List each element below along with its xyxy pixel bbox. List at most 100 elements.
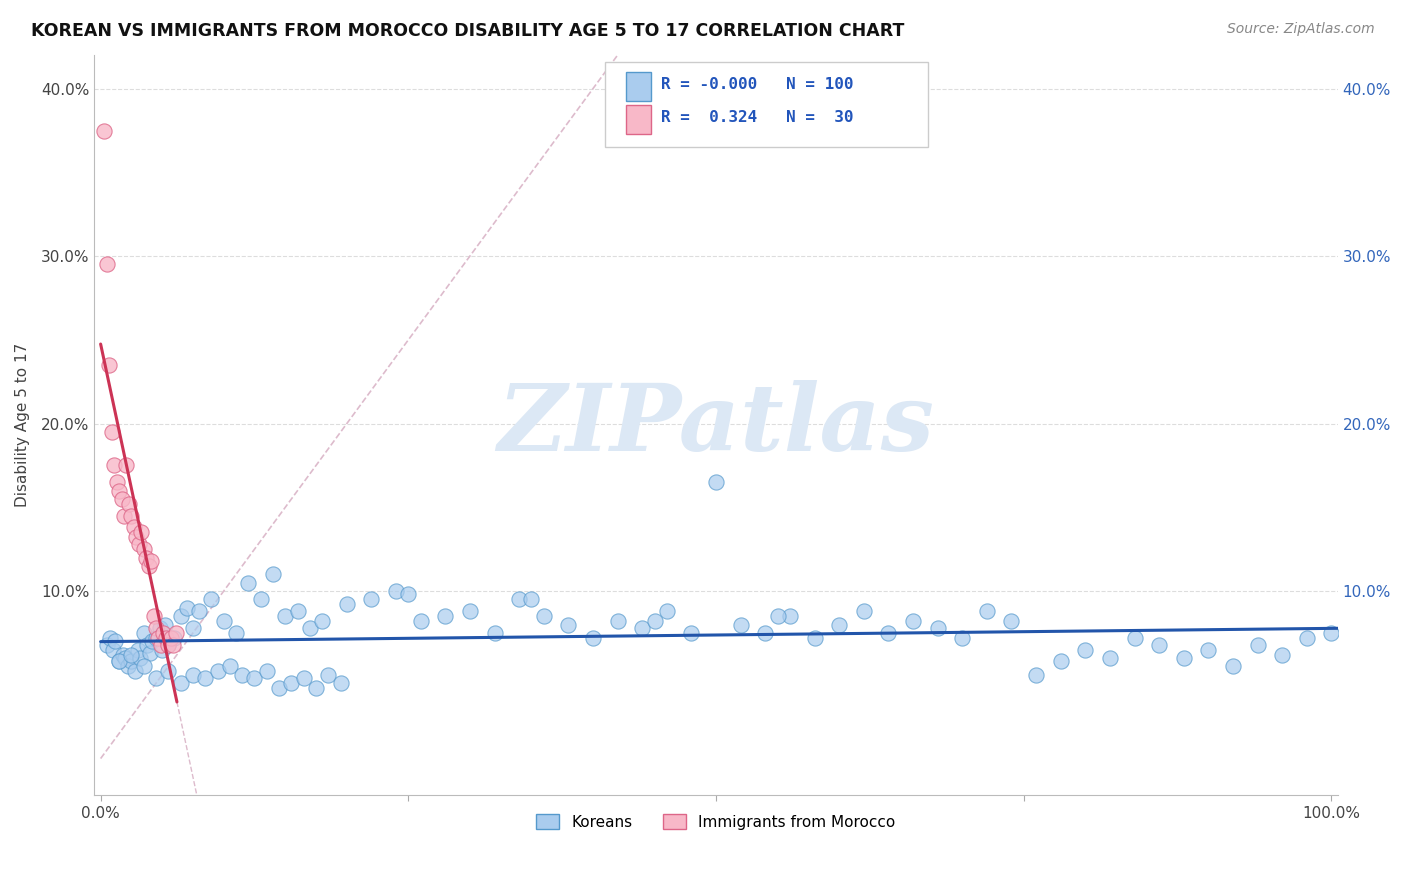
Point: [852, 604, 875, 618]
Point: [409, 614, 432, 628]
Point: [434, 609, 457, 624]
Point: [1147, 638, 1170, 652]
Point: [730, 617, 752, 632]
Point: [104, 634, 127, 648]
Point: [96, 258, 118, 272]
Point: [298, 621, 321, 635]
Point: [98, 358, 121, 372]
Point: [108, 654, 131, 668]
Point: [132, 542, 155, 557]
Point: [1295, 631, 1317, 645]
Point: [582, 631, 605, 645]
Point: [766, 609, 789, 624]
Y-axis label: Disability Age 5 to 17: Disability Age 5 to 17: [15, 343, 30, 508]
Point: [557, 617, 579, 632]
Point: [101, 642, 124, 657]
Point: [181, 621, 204, 635]
Point: [336, 598, 359, 612]
Point: [149, 638, 172, 652]
Point: [631, 621, 654, 635]
Text: R = -0.000   N = 100: R = -0.000 N = 100: [661, 78, 853, 92]
Point: [128, 537, 150, 551]
Point: [157, 665, 180, 679]
Point: [135, 550, 157, 565]
Point: [606, 614, 628, 628]
Point: [112, 508, 135, 523]
Point: [148, 631, 170, 645]
Point: [803, 631, 825, 645]
Point: [108, 654, 131, 668]
Point: [103, 458, 125, 473]
Point: [118, 497, 141, 511]
Point: [157, 638, 180, 652]
Point: [754, 626, 776, 640]
Point: [901, 614, 924, 628]
Point: [139, 554, 162, 568]
Point: [458, 604, 481, 618]
Point: [311, 614, 333, 628]
Point: [287, 604, 309, 618]
Point: [305, 681, 328, 696]
Point: [176, 600, 198, 615]
Point: [1074, 642, 1097, 657]
Point: [115, 458, 138, 473]
Point: [138, 558, 160, 573]
Point: [127, 642, 149, 657]
Point: [238, 575, 260, 590]
Text: Source: ZipAtlas.com: Source: ZipAtlas.com: [1227, 22, 1375, 37]
Point: [249, 592, 271, 607]
Point: [120, 508, 142, 523]
Point: [136, 638, 159, 652]
Point: [145, 671, 167, 685]
Point: [120, 648, 142, 662]
Text: KOREAN VS IMMIGRANTS FROM MOROCCO DISABILITY AGE 5 TO 17 CORRELATION CHART: KOREAN VS IMMIGRANTS FROM MOROCCO DISABI…: [31, 22, 904, 40]
Point: [385, 584, 408, 599]
Point: [114, 651, 136, 665]
Point: [1197, 642, 1219, 657]
Point: [318, 668, 340, 682]
Point: [1098, 651, 1121, 665]
Point: [124, 665, 146, 679]
Point: [1000, 614, 1022, 628]
Point: [976, 604, 998, 618]
Point: [100, 425, 122, 439]
Point: [111, 648, 134, 662]
Point: [877, 626, 900, 640]
Point: [105, 475, 128, 490]
Point: [125, 531, 148, 545]
Point: [1271, 648, 1294, 662]
Point: [360, 592, 382, 607]
Point: [188, 604, 211, 618]
Legend: Koreans, Immigrants from Morocco: Koreans, Immigrants from Morocco: [530, 807, 901, 836]
Point: [100, 631, 122, 645]
Point: [225, 626, 247, 640]
Point: [212, 614, 235, 628]
Point: [779, 609, 801, 624]
Point: [644, 614, 666, 628]
Point: [96, 638, 118, 652]
Point: [108, 483, 131, 498]
Point: [153, 617, 176, 632]
Point: [165, 626, 187, 640]
Text: ZIPatlas: ZIPatlas: [498, 380, 935, 470]
Point: [132, 626, 155, 640]
Point: [141, 634, 163, 648]
Point: [169, 676, 191, 690]
Point: [117, 659, 139, 673]
Point: [243, 671, 266, 685]
Point: [93, 123, 115, 137]
Point: [181, 668, 204, 682]
Point: [1320, 626, 1343, 640]
Point: [1222, 659, 1244, 673]
Point: [200, 592, 222, 607]
Point: [218, 659, 240, 673]
Point: [1049, 654, 1071, 668]
Point: [508, 592, 530, 607]
Point: [533, 609, 555, 624]
Point: [207, 665, 229, 679]
Point: [231, 668, 253, 682]
Point: [1025, 668, 1047, 682]
Point: [1246, 638, 1268, 652]
Point: [120, 654, 142, 668]
Point: [169, 609, 191, 624]
